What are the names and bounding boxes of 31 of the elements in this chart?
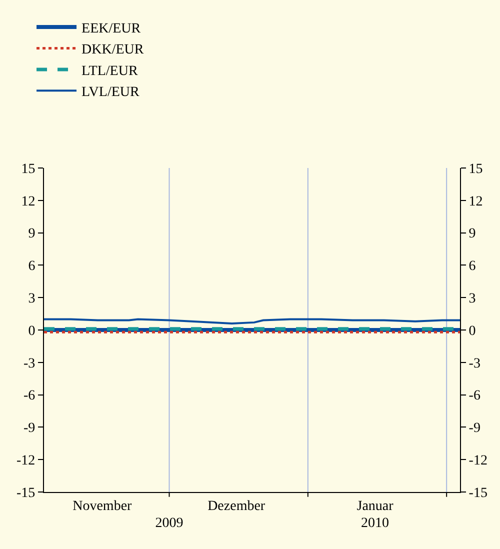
y-tick-label: -9	[24, 421, 36, 436]
y-tick-label: 6	[28, 259, 36, 274]
y2-tick-label: -15	[468, 486, 488, 501]
y-tick-label: 9	[28, 226, 36, 242]
y2-tick-label: 0	[468, 324, 476, 339]
legend-label: EEK/EUR	[82, 22, 142, 36]
x-tick-label: November	[72, 498, 132, 514]
legend-label: DKK/EUR	[82, 42, 144, 58]
legend-label: LTL/EUR	[82, 64, 138, 79]
x-tick-label: Januar	[356, 498, 394, 514]
x2-tick-label: 2009	[155, 516, 184, 531]
y-tick-label: -15	[16, 486, 36, 501]
y-tick-label: 15	[21, 162, 36, 177]
y2-tick-label: -9	[468, 421, 480, 436]
y-tick-label: 0	[28, 324, 36, 339]
y-tick-label: -6	[24, 388, 36, 404]
y2-tick-label: -12	[468, 454, 488, 468]
y2-tick-label: -6	[468, 388, 480, 404]
x-tick-label: Dezember	[208, 498, 266, 514]
x2-tick-label: 2010	[361, 516, 390, 531]
y2-tick-label: 6	[468, 259, 476, 274]
y2-tick-label: 15	[468, 162, 483, 177]
y2-tick-label: 3	[468, 292, 476, 306]
legend-label: LVL/EUR	[82, 85, 140, 100]
y2-tick-label: 9	[468, 226, 476, 242]
y2-tick-label: -3	[468, 356, 480, 372]
y-tick-label: 3	[28, 292, 36, 306]
y2-tick-label: 12	[468, 194, 483, 210]
y-tick-label: -3	[24, 356, 36, 372]
y-tick-label: -12	[16, 454, 36, 468]
y-tick-label: 12	[21, 194, 36, 210]
